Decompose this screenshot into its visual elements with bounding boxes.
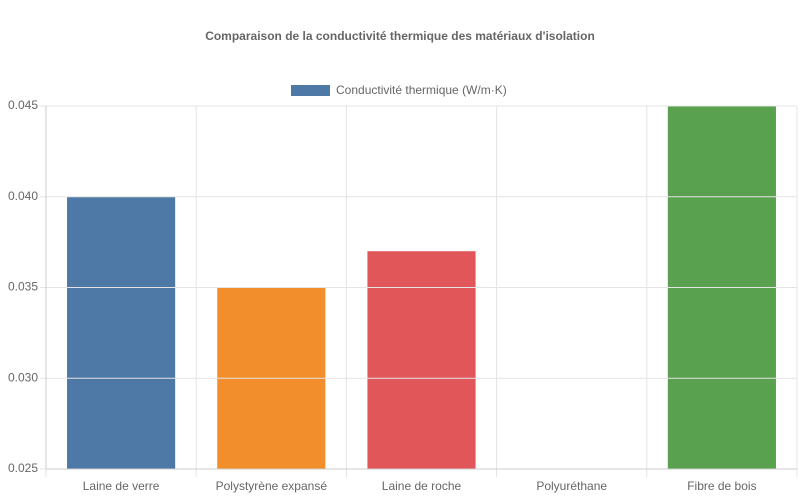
y-tick-label: 0.030 [8, 370, 38, 384]
x-tick-label: Fibre de bois [687, 479, 756, 493]
x-tick-label: Laine de verre [83, 479, 160, 493]
y-tick-label: 0.035 [8, 280, 38, 294]
bar [67, 196, 176, 469]
legend-label: Conductivité thermique (W/m·K) [336, 83, 507, 97]
bar [367, 251, 476, 469]
x-tick-label: Polyuréthane [536, 479, 607, 493]
y-tick-label: 0.045 [8, 98, 38, 112]
x-tick-label: Polystyrène expansé [216, 479, 328, 493]
chart-title: Comparaison de la conductivité thermique… [205, 29, 595, 43]
y-tick-label: 0.025 [8, 461, 38, 475]
x-tick-label: Laine de roche [382, 479, 462, 493]
legend-swatch [291, 85, 330, 96]
y-tick-label: 0.040 [8, 189, 38, 203]
